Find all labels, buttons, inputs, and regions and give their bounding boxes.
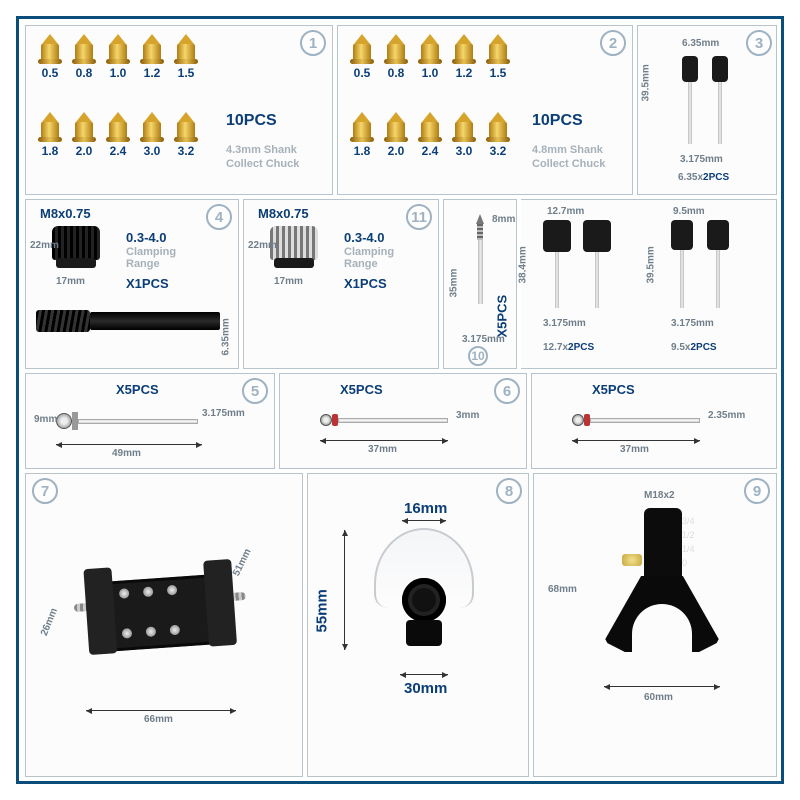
panel-collets-48: 2 0.5 0.8 1.0 1.2 1.5 1.8 2.0 2.4 3.0 3.… [337, 25, 633, 195]
product-spec-frame: 1 0.5 0.8 1.0 1.2 1.5 1.8 2.0 2.4 3.0 3.… [16, 16, 784, 784]
panel-shield: 8 16mm 55mm 30mm [307, 473, 529, 777]
badge-2: 2 [600, 30, 626, 56]
panel-drum-med: 12.7mm 38.4mm 3.175mm 12.7x2PCS 9.5mm 39… [521, 199, 777, 369]
panel-mandrel-6b: X5PCS 2.35mm 37mm [531, 373, 777, 469]
panel-screw-mandrel: 8mm 35mm X5PCS 3.175mm 10 [443, 199, 517, 369]
panel-drum-small: 3 6.35mm 39.5mm 3.175mm 6.35x6.35x2PCS2P… [637, 25, 777, 195]
panel-vise: 7 26mm 51mm 66mm [25, 473, 303, 777]
panel-mandrel-5: 5 X5PCS 9mm 3.175mm 49mm [25, 373, 275, 469]
count-1: 10PCS [226, 112, 277, 130]
panel-chuck-black: 4 M8x0.75 22mm 17mm 0.3-4.0 ClampingRang… [25, 199, 239, 369]
panel-depth-guide: 9 M18x2 3/4 1/2 1/4 0 68mm 60mm [533, 473, 777, 777]
panel-mandrel-6: 6 X5PCS 3mm 37mm [279, 373, 527, 469]
panel-collets-43: 1 0.5 0.8 1.0 1.2 1.5 1.8 2.0 2.4 3.0 3.… [25, 25, 333, 195]
badge-1: 1 [300, 30, 326, 56]
panel-chuck-silver: 11 M8x0.75 22mm 17mm 0.3-4.0 ClampingRan… [243, 199, 439, 369]
